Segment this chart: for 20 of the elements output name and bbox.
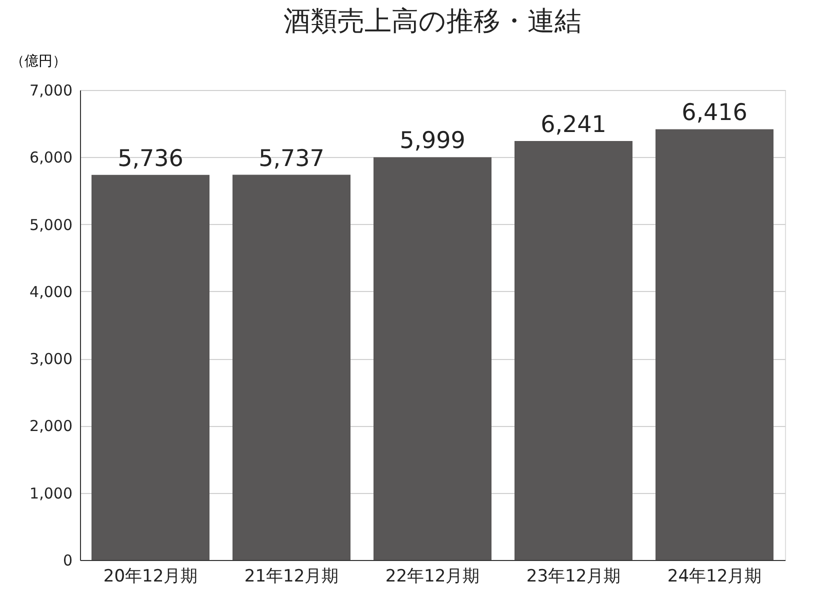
chart-title: 酒類売上高の推移・連結 (284, 6, 582, 37)
data-label: 5,736 (118, 146, 184, 172)
data-label: 5,737 (258, 146, 324, 172)
data-label: 5,999 (400, 128, 466, 154)
y-tick-label: 2,000 (30, 417, 72, 436)
y-tick-label: 7,000 (30, 82, 72, 100)
y-tick-label: 4,000 (30, 282, 72, 301)
x-tick-label: 20年12月期 (103, 566, 198, 586)
x-tick-label: 24年12月期 (667, 566, 762, 586)
x-tick-label: 23年12月期 (526, 566, 621, 586)
y-tick-label: 5,000 (30, 216, 72, 234)
x-tick-label: 22年12月期 (385, 566, 480, 586)
data-label: 6,416 (682, 100, 748, 126)
y-axis-title: （億円） (10, 54, 66, 70)
y-tick-label: 3,000 (30, 350, 72, 368)
y-tick-label: 1,000 (30, 484, 72, 502)
y-tick-label: 6,000 (30, 148, 72, 167)
data-label: 6,241 (540, 112, 606, 138)
y-tick-label: 0 (62, 552, 72, 570)
x-tick-label: 21年12月期 (244, 566, 339, 586)
